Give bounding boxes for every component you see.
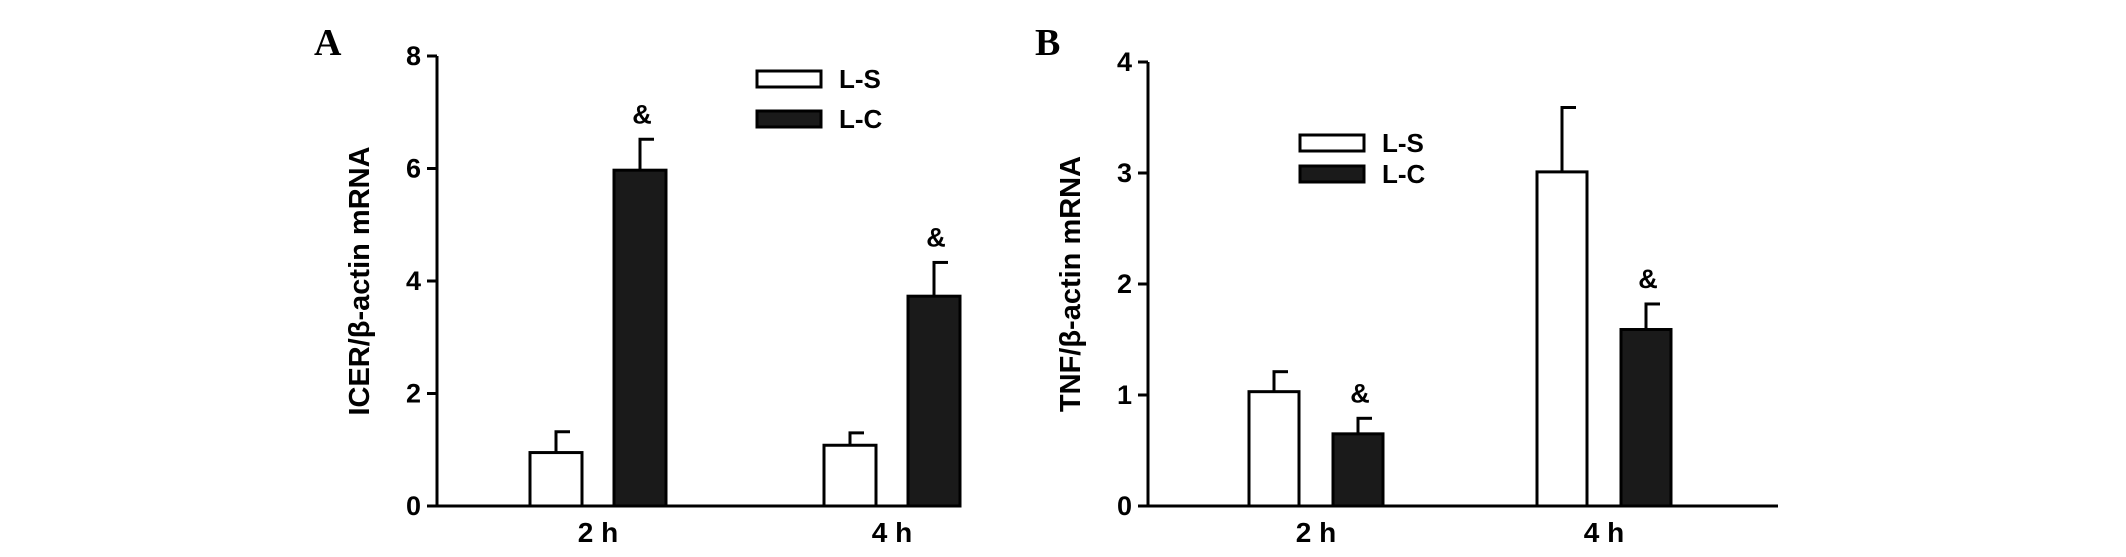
panel-b-error-bars xyxy=(1272,106,1660,434)
legend-swatch xyxy=(755,69,823,89)
bar xyxy=(1331,432,1385,508)
bar xyxy=(1535,170,1589,508)
bar xyxy=(1619,328,1673,508)
panel-b-bars xyxy=(1247,170,1673,508)
bar xyxy=(822,443,878,508)
bar xyxy=(612,168,668,508)
y-axis-title: TNF/β-actin mRNA xyxy=(1055,156,1087,412)
y-tick-label: 8 xyxy=(406,41,421,71)
significance-mark: & xyxy=(1350,378,1370,408)
legend-swatch xyxy=(1298,164,1366,184)
x-category-label: 4 h xyxy=(872,517,912,548)
panel-a-error-bars xyxy=(554,137,948,453)
bar xyxy=(906,294,962,508)
panel-b-axes xyxy=(1138,60,1778,508)
panel-label-b: B xyxy=(1035,22,1060,64)
panel-label-a: A xyxy=(314,22,342,64)
panel-a-legend: L-S L-C xyxy=(755,64,883,134)
y-tick-label: 6 xyxy=(406,154,421,184)
legend-label: L-C xyxy=(1382,159,1426,189)
bar xyxy=(528,451,584,508)
y-axis-title: ICER/β-actin mRNA xyxy=(344,146,376,415)
legend-label: L-S xyxy=(1382,128,1424,158)
legend-label: L-C xyxy=(839,104,883,134)
bar xyxy=(1247,390,1301,508)
y-tick-label: 4 xyxy=(1117,47,1132,77)
legend-swatch xyxy=(755,109,823,129)
y-tick-label: 2 xyxy=(406,379,421,409)
y-tick-label: 3 xyxy=(1117,158,1132,188)
panel-a: A 0 2 4 6 8 ICER/β-actin mRNA 2 h 4 h & & L-S L-C xyxy=(314,22,962,548)
y-tick-label: 0 xyxy=(406,491,421,521)
panel-b-legend: L-SL-C xyxy=(1298,128,1426,189)
y-tick-label: 1 xyxy=(1117,380,1132,410)
y-tick-label: 4 xyxy=(406,266,421,296)
significance-mark: & xyxy=(1638,264,1658,294)
x-category-label: 2 h xyxy=(1296,517,1336,548)
panel-a-labels: 0 2 4 6 8 ICER/β-actin mRNA 2 h 4 h & & xyxy=(344,41,946,548)
legend-swatch xyxy=(1298,133,1366,153)
panel-a-bars xyxy=(528,168,962,508)
panel-b: B 0 1 2 3 4 TNF/β-actin mRNA 2 h 4 h & & L-SL-C xyxy=(1035,22,1778,548)
legend-label: L-S xyxy=(839,64,881,94)
x-category-label: 4 h xyxy=(1584,517,1624,548)
panel-b-labels: 0 1 2 3 4 TNF/β-actin mRNA 2 h 4 h & & xyxy=(1055,47,1658,548)
y-tick-label: 0 xyxy=(1117,491,1132,521)
significance-mark: & xyxy=(926,222,946,252)
x-category-label: 2 h xyxy=(578,517,618,548)
y-tick-label: 2 xyxy=(1117,269,1132,299)
significance-mark: & xyxy=(632,99,652,129)
